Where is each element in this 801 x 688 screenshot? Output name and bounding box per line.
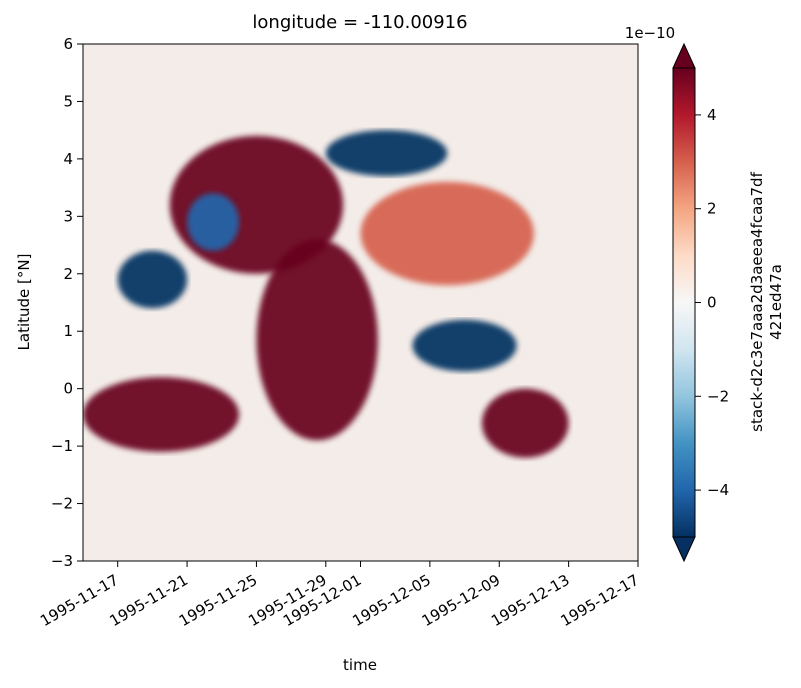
heatmap-feature-4 (481, 388, 569, 458)
x-axis-label: time (343, 656, 377, 674)
x-axis: 1995-11-171995-11-211995-11-251995-11-29… (37, 561, 642, 630)
colorbar-tick-label: −4 (707, 481, 729, 499)
y-tick-label: −3 (51, 552, 73, 570)
y-tick-label: 0 (63, 380, 73, 398)
heatmap-feature-5 (325, 130, 448, 177)
y-tick-label: 3 (63, 207, 73, 225)
x-tick-label: 1995-11-25 (176, 571, 261, 630)
x-tick-label: 1995-12-09 (419, 571, 504, 630)
colorbar-label-line-1: stack-d2c3e7aaa2d3aeea4fcaa7df (748, 171, 766, 431)
y-tick-label: 6 (63, 35, 73, 53)
y-tick-label: −2 (51, 495, 73, 513)
colorbar-ticks: 4 2 0 −2 −4 (695, 106, 729, 499)
colorbar-tick-label: 2 (707, 200, 717, 218)
x-tick-label: 1995-11-17 (37, 571, 122, 630)
colorbar: 4 2 0 −2 −4 1e−10 stack-d2c3e7aaa2d3aeea4fca… (625, 24, 785, 563)
colorbar-body (672, 67, 696, 538)
colorbar-tick-label: −2 (707, 387, 729, 405)
heatmap-field (83, 44, 638, 561)
heatmap-feature-2 (360, 181, 534, 286)
y-tick-label: 1 (63, 322, 73, 340)
heatmap-feature-3 (83, 377, 240, 452)
heatmap-feature-8 (187, 193, 240, 251)
heatmap-feature-0 (256, 239, 378, 441)
y-tick-label: −1 (51, 437, 73, 455)
heatmap-feature-6 (412, 319, 517, 372)
x-tick-label: 1995-11-21 (107, 571, 192, 630)
y-tick-label: 4 (63, 150, 73, 168)
x-tick-label: 1995-12-17 (557, 571, 642, 630)
heatmap-feature-7 (117, 250, 188, 309)
colorbar-scale-label: 1e−10 (625, 24, 675, 42)
colorbar-tick-label: 4 (707, 106, 717, 124)
chart-title: longitude = -110.00916 (252, 12, 467, 33)
y-axis: 6 5 4 3 2 1 0 −1 −2 −3 (51, 35, 83, 570)
y-tick-label: 2 (63, 265, 73, 283)
colorbar-label-line-2: 421ed47a (767, 264, 785, 340)
y-tick-label: 5 (63, 92, 73, 110)
colorbar-extend-top (672, 42, 696, 69)
x-tick-label: 1995-12-05 (349, 571, 434, 630)
colorbar-extend-bottom (672, 536, 696, 563)
x-tick-label: 1995-12-13 (488, 571, 573, 630)
colorbar-tick-label: 0 (707, 294, 717, 312)
heatmap-blobs (83, 130, 569, 458)
y-axis-label: Latitude [°N] (15, 254, 33, 351)
